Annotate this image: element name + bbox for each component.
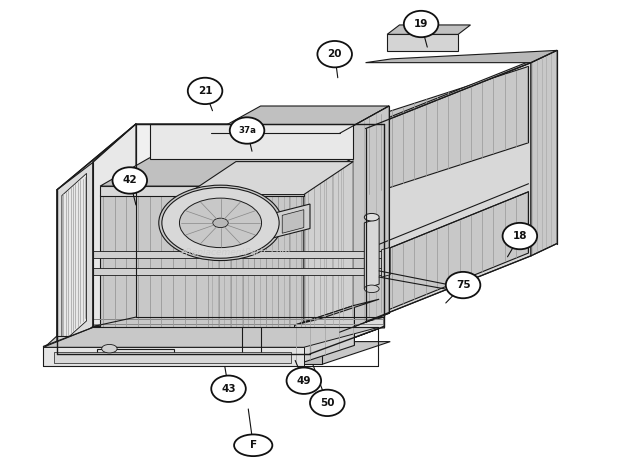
Polygon shape <box>93 251 384 258</box>
Polygon shape <box>294 299 379 325</box>
Text: 50: 50 <box>320 398 335 408</box>
Ellipse shape <box>234 435 272 456</box>
Text: 75: 75 <box>456 280 471 290</box>
Circle shape <box>404 11 438 37</box>
Circle shape <box>503 223 537 249</box>
Circle shape <box>230 117 264 144</box>
Polygon shape <box>365 218 379 289</box>
Polygon shape <box>531 50 557 256</box>
Text: 49: 49 <box>296 376 311 386</box>
Polygon shape <box>282 210 304 233</box>
Circle shape <box>446 272 480 298</box>
Text: 20: 20 <box>327 49 342 59</box>
Text: 43: 43 <box>221 384 236 394</box>
Ellipse shape <box>102 345 117 353</box>
Polygon shape <box>149 124 353 159</box>
Polygon shape <box>45 342 390 364</box>
Circle shape <box>317 41 352 67</box>
Polygon shape <box>57 190 310 354</box>
Text: 42: 42 <box>123 175 137 185</box>
Polygon shape <box>387 35 458 51</box>
Ellipse shape <box>365 213 379 221</box>
Circle shape <box>112 167 147 194</box>
Polygon shape <box>211 106 389 133</box>
Polygon shape <box>100 195 304 336</box>
Ellipse shape <box>162 188 279 258</box>
Ellipse shape <box>365 285 379 292</box>
Polygon shape <box>136 124 384 317</box>
Polygon shape <box>368 66 528 195</box>
Text: 21: 21 <box>198 86 212 96</box>
Polygon shape <box>211 133 340 332</box>
Polygon shape <box>368 192 528 318</box>
Polygon shape <box>340 106 389 332</box>
Text: eReplacementParts.com: eReplacementParts.com <box>181 247 291 256</box>
Polygon shape <box>93 124 136 327</box>
Polygon shape <box>100 186 304 196</box>
Text: 19: 19 <box>414 19 428 29</box>
Polygon shape <box>57 163 93 354</box>
Polygon shape <box>310 317 384 354</box>
Polygon shape <box>97 349 174 357</box>
Polygon shape <box>100 158 353 186</box>
Polygon shape <box>366 63 531 322</box>
Polygon shape <box>43 328 378 347</box>
Polygon shape <box>304 158 353 336</box>
Polygon shape <box>45 353 322 364</box>
Polygon shape <box>366 50 557 63</box>
Polygon shape <box>273 204 310 238</box>
Circle shape <box>211 375 246 402</box>
Polygon shape <box>366 50 557 128</box>
Polygon shape <box>93 268 384 275</box>
Ellipse shape <box>159 185 282 261</box>
Polygon shape <box>43 347 304 366</box>
Polygon shape <box>45 336 57 365</box>
Circle shape <box>286 367 321 394</box>
Polygon shape <box>387 25 471 35</box>
Polygon shape <box>57 124 384 190</box>
Polygon shape <box>381 247 390 277</box>
Polygon shape <box>310 124 384 354</box>
Polygon shape <box>187 162 353 195</box>
Polygon shape <box>57 163 93 354</box>
Ellipse shape <box>213 218 228 228</box>
Polygon shape <box>62 173 87 343</box>
Text: F: F <box>250 440 257 450</box>
Polygon shape <box>294 305 355 365</box>
Text: 18: 18 <box>513 231 527 241</box>
Polygon shape <box>54 353 291 363</box>
Polygon shape <box>57 336 310 354</box>
Circle shape <box>188 78 223 104</box>
Circle shape <box>310 390 345 416</box>
Text: 37a: 37a <box>238 126 256 135</box>
Polygon shape <box>57 327 384 354</box>
Ellipse shape <box>179 198 262 247</box>
